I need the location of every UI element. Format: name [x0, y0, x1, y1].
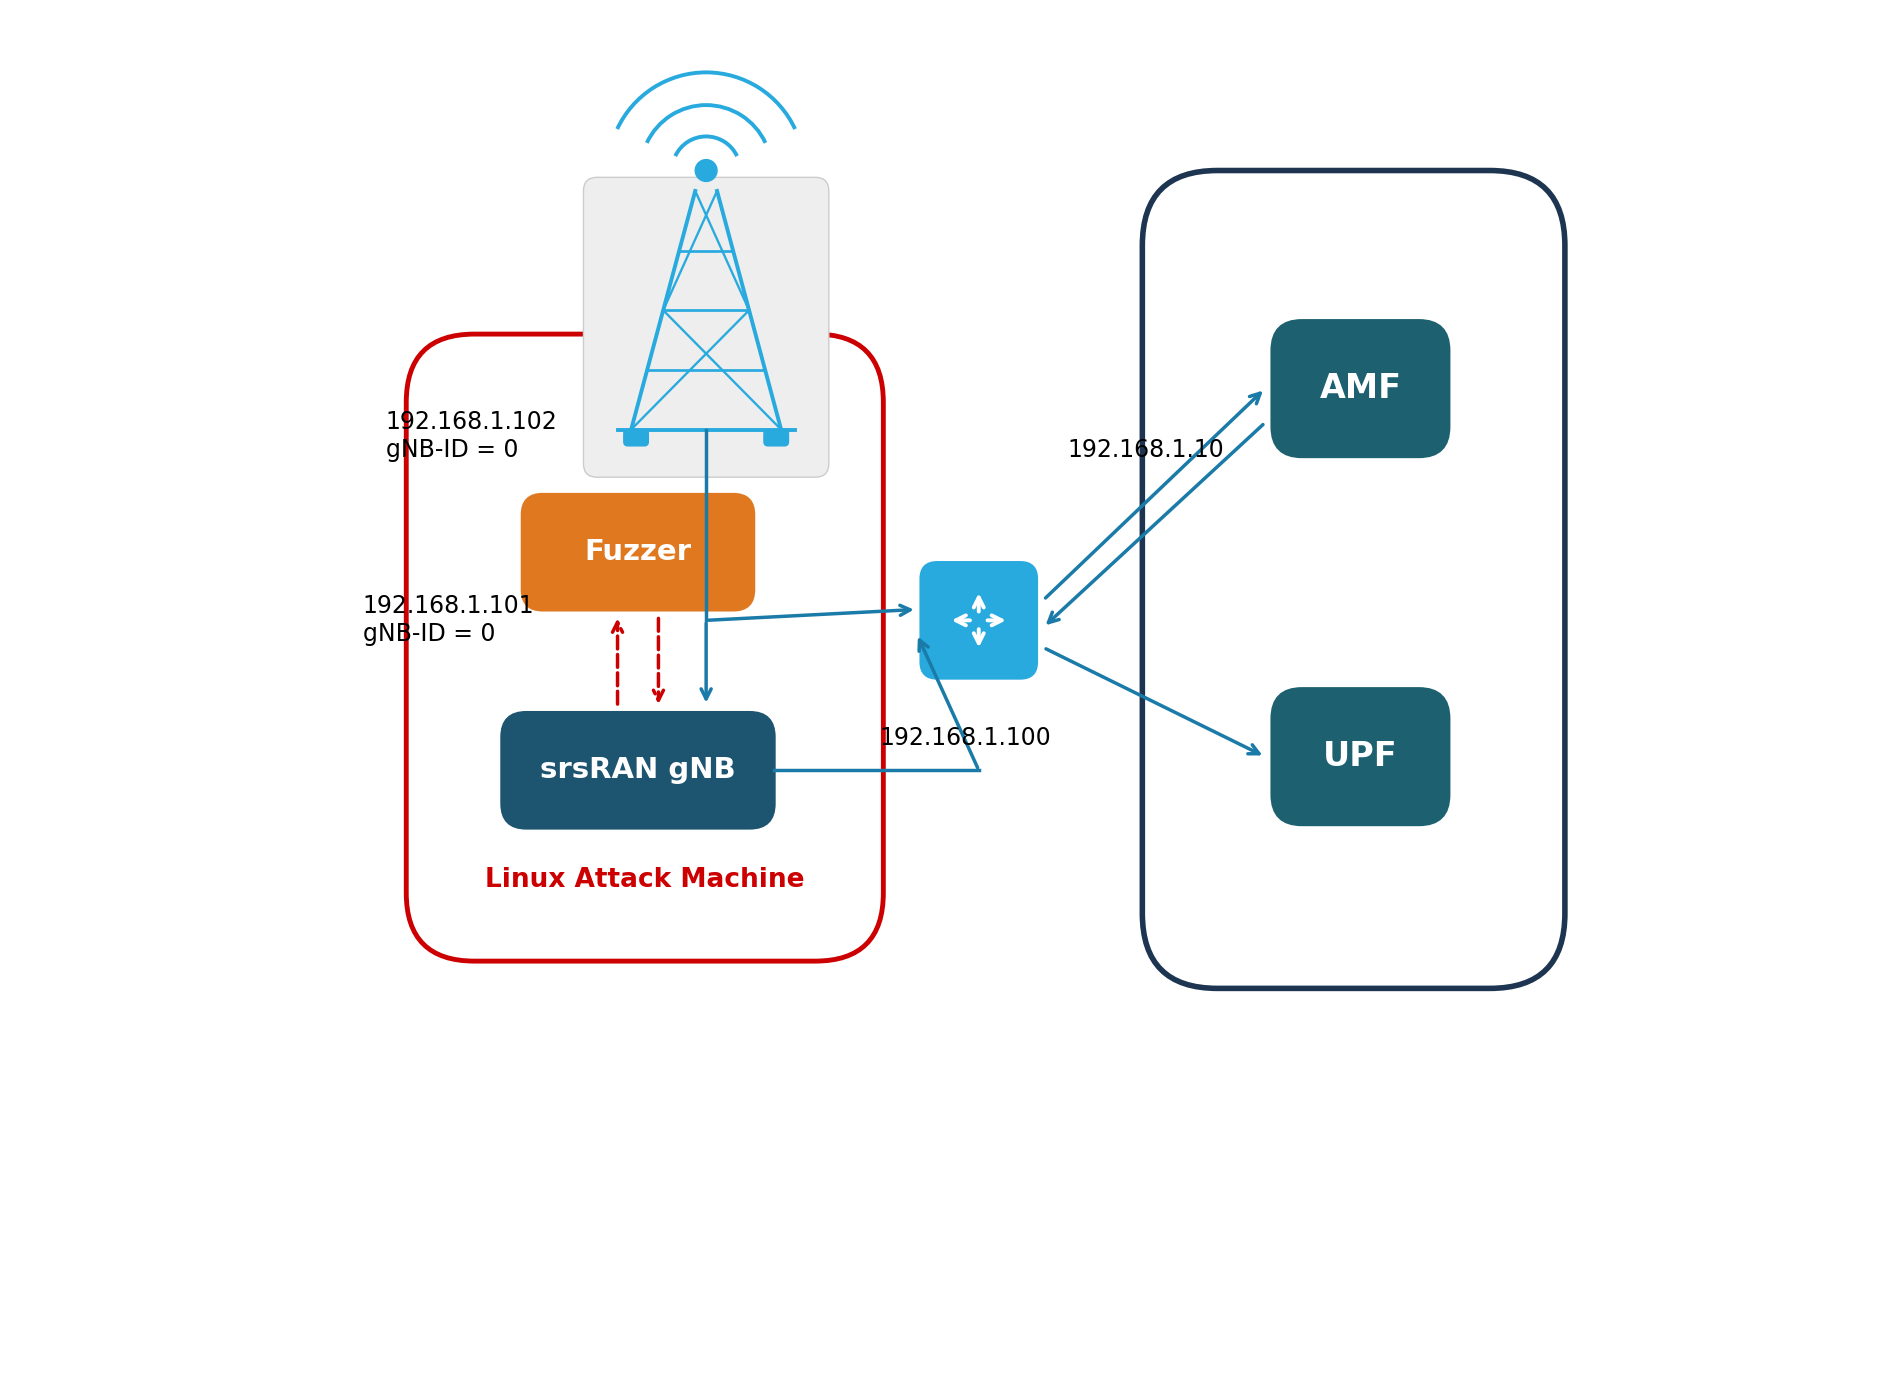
Text: 192.168.1.101
gNB-ID = 0: 192.168.1.101 gNB-ID = 0 [363, 595, 535, 646]
Text: 192.168.1.100: 192.168.1.100 [879, 726, 1050, 750]
FancyBboxPatch shape [921, 562, 1037, 679]
FancyBboxPatch shape [502, 712, 775, 828]
FancyBboxPatch shape [1271, 688, 1448, 825]
Text: AMF: AMF [1319, 372, 1401, 405]
FancyBboxPatch shape [763, 430, 788, 446]
FancyBboxPatch shape [1142, 171, 1564, 989]
Text: UPF: UPF [1323, 741, 1397, 772]
Text: 192.168.1.10: 192.168.1.10 [1068, 438, 1224, 461]
Text: srsRAN gNB: srsRAN gNB [540, 756, 736, 785]
FancyBboxPatch shape [584, 178, 830, 478]
Text: Fuzzer: Fuzzer [584, 538, 691, 566]
FancyBboxPatch shape [521, 494, 754, 610]
FancyBboxPatch shape [405, 335, 883, 961]
Text: Linux Attack Machine: Linux Attack Machine [485, 868, 805, 892]
FancyBboxPatch shape [1271, 321, 1448, 457]
FancyBboxPatch shape [624, 430, 649, 446]
Text: 192.168.1.102
gNB-ID = 0: 192.168.1.102 gNB-ID = 0 [386, 410, 558, 463]
Circle shape [695, 160, 717, 182]
